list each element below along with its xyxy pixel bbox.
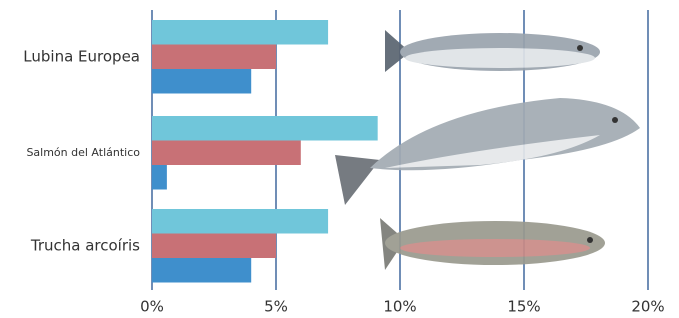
fish-sea-bass bbox=[385, 30, 600, 72]
bar bbox=[152, 116, 378, 141]
chart: 0% 5% 10% 15% 20% Lubina Europea Salmón del At… bbox=[0, 0, 679, 318]
bar bbox=[152, 234, 276, 259]
bar bbox=[152, 165, 167, 190]
fish-trout bbox=[380, 218, 605, 270]
x-tick-label: 0% bbox=[140, 298, 164, 316]
y-tick-label: Lubina Europea bbox=[23, 47, 140, 65]
bar bbox=[152, 209, 328, 234]
x-tick-label: 20% bbox=[631, 298, 664, 316]
x-tick-label: 5% bbox=[264, 298, 288, 316]
fish-illustrations bbox=[335, 30, 640, 270]
bar bbox=[152, 258, 251, 283]
bar bbox=[152, 141, 301, 166]
bar bbox=[152, 45, 276, 70]
x-tick-label: 10% bbox=[383, 298, 416, 316]
x-tick-label: 15% bbox=[507, 298, 540, 316]
bar bbox=[152, 20, 328, 45]
fish-salmon bbox=[335, 98, 640, 205]
y-tick-label: Salmón del Atlántico bbox=[26, 146, 140, 159]
bars bbox=[152, 20, 378, 283]
y-tick-label: Trucha arcoíris bbox=[30, 236, 140, 254]
bar bbox=[152, 69, 251, 94]
